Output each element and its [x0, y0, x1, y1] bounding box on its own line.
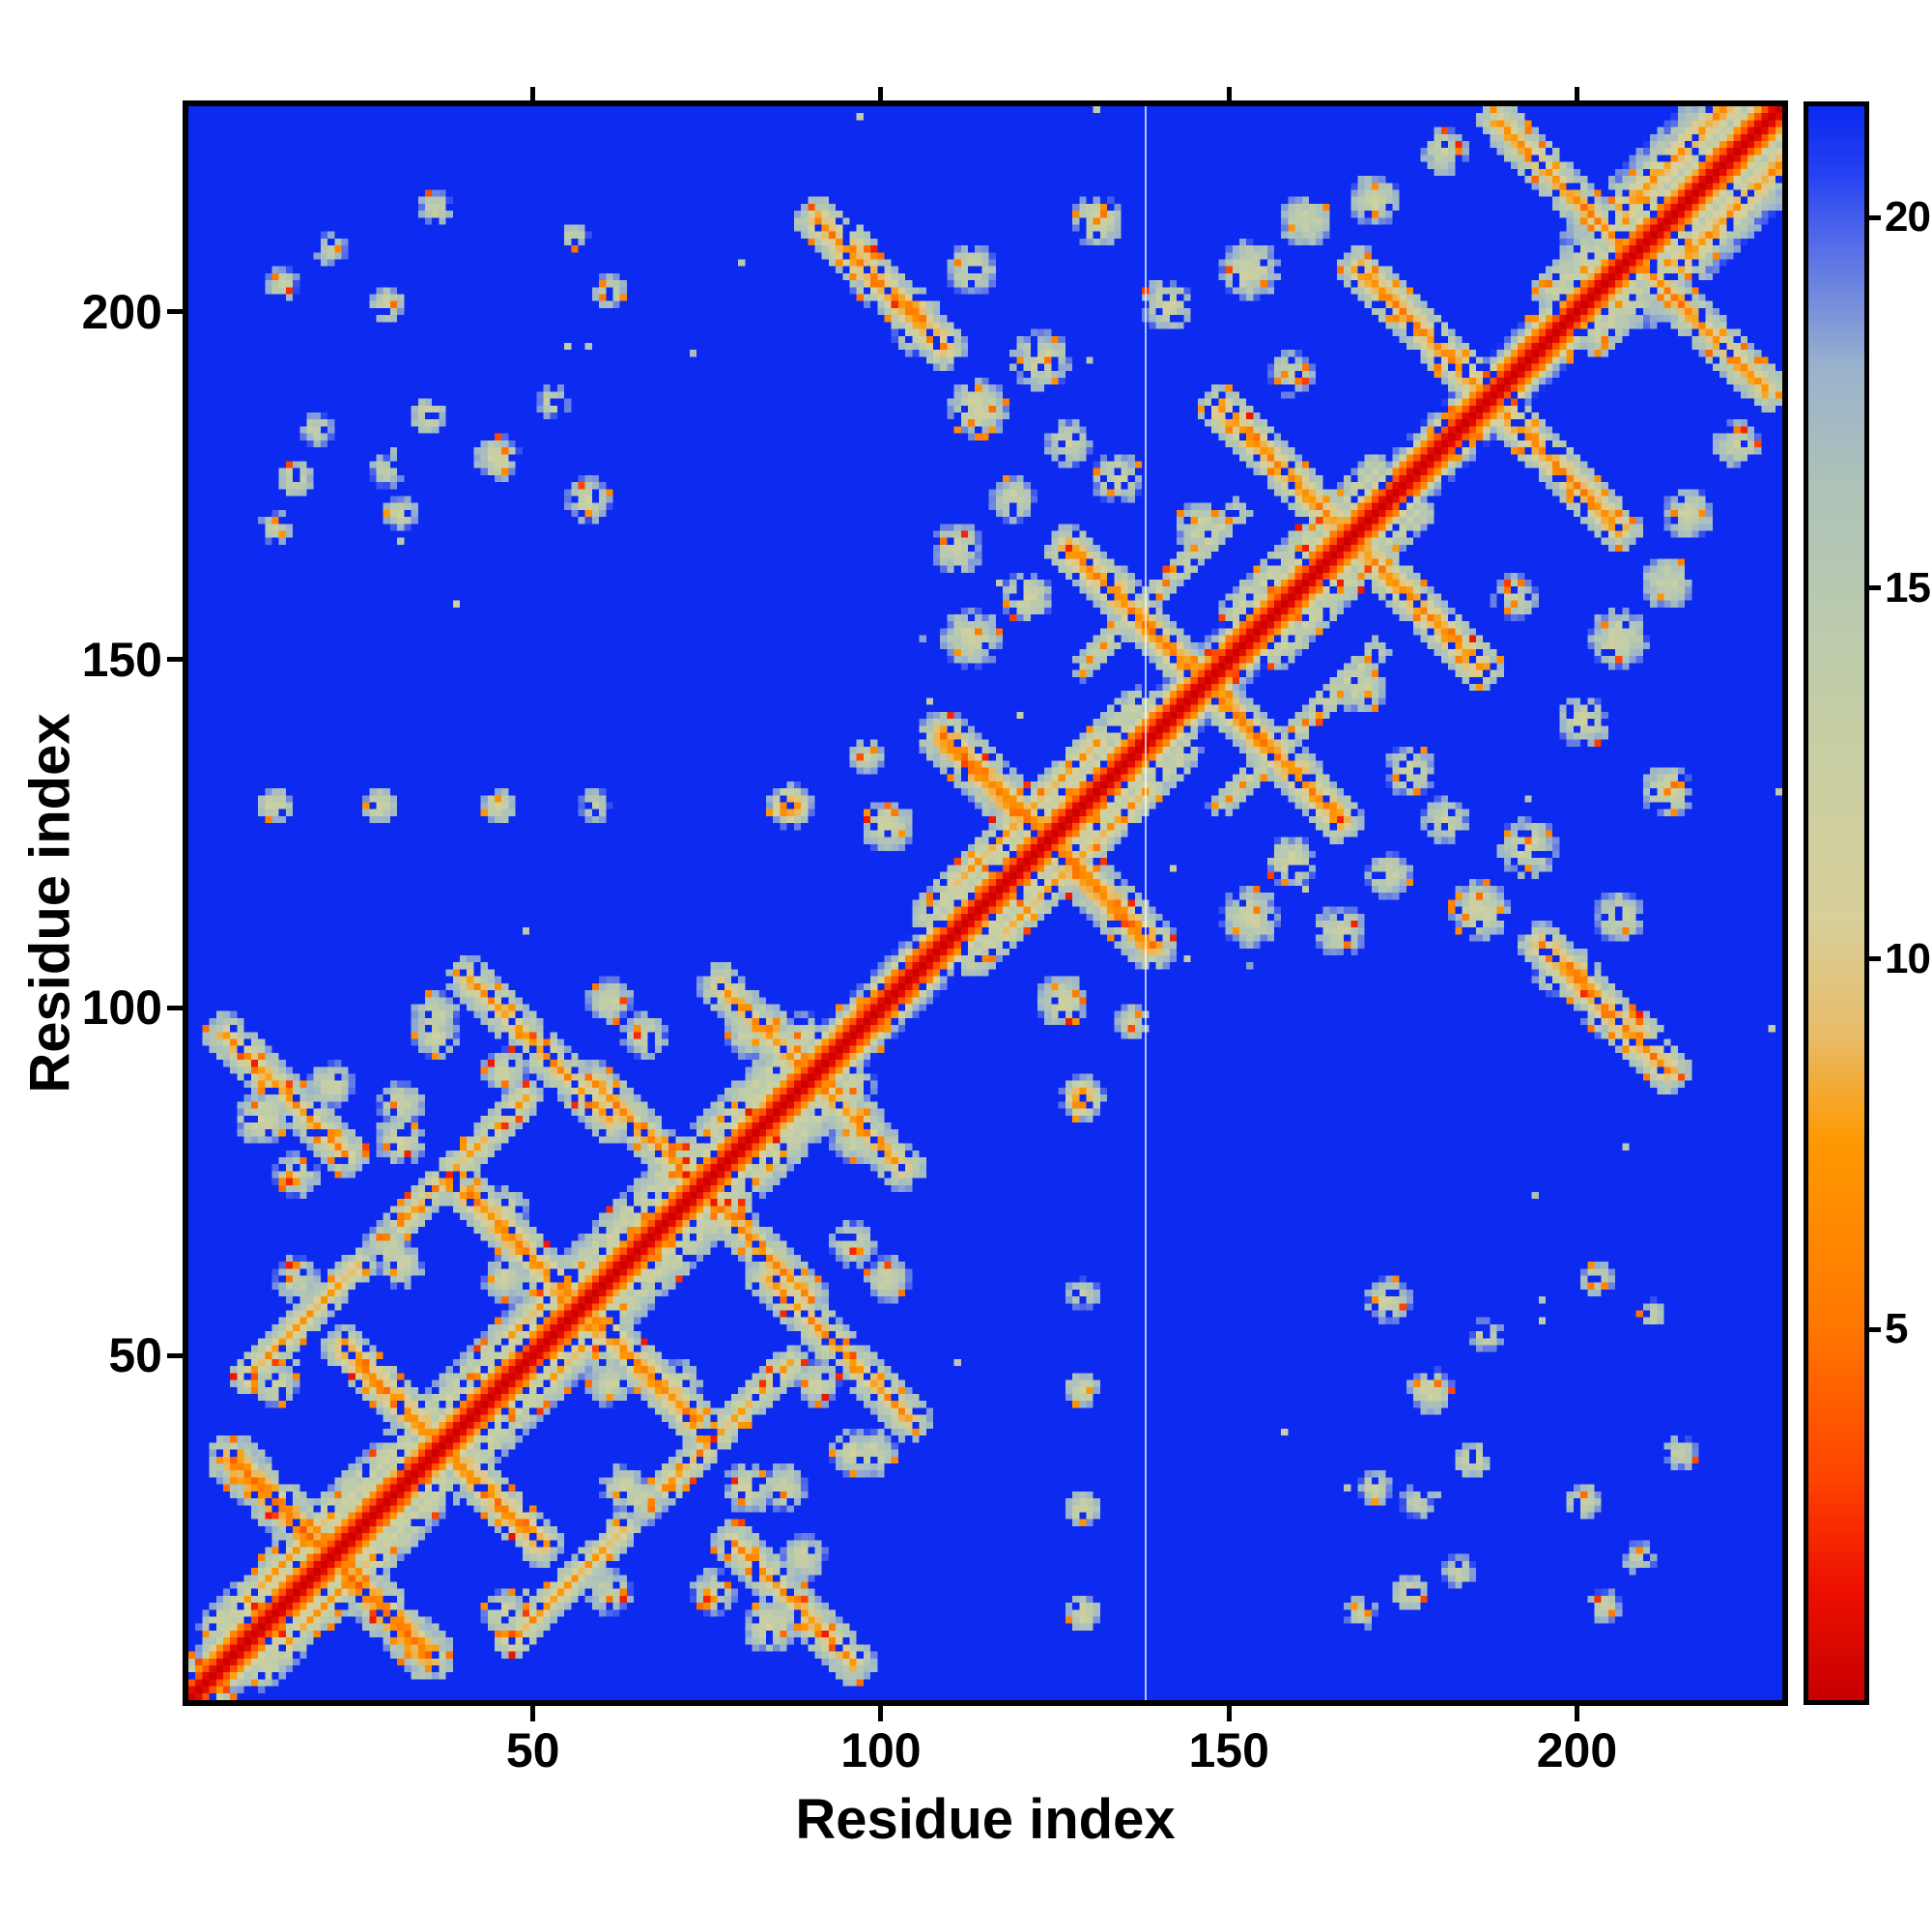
x-tick [1226, 1706, 1232, 1721]
y-axis-title: Residue index [18, 713, 82, 1094]
colorbar-tick [1869, 1326, 1881, 1332]
y-tick-label: 100 [81, 980, 162, 1036]
colorbar-canvas [1808, 106, 1864, 1700]
x-tick [1574, 1706, 1579, 1721]
x-tick-label: 200 [1536, 1723, 1618, 1777]
colorbar-tick-label: 20 [1885, 193, 1931, 242]
colorbar-tick [1869, 585, 1881, 591]
heatmap-frame [183, 100, 1788, 1706]
colorbar-tick [1869, 956, 1881, 962]
y-tick [167, 657, 183, 663]
x-tick-label: 150 [1188, 1723, 1269, 1777]
render-artifact-line [1144, 106, 1147, 1700]
y-tick-label: 150 [81, 632, 162, 687]
y-tick [167, 309, 183, 315]
y-tick [167, 1352, 183, 1358]
y-tick [167, 1005, 183, 1010]
colorbar-tick [1869, 214, 1881, 220]
x-tick-top [530, 87, 536, 100]
colorbar-frame [1804, 101, 1869, 1705]
x-tick [878, 1706, 884, 1721]
x-tick-top [1226, 87, 1232, 100]
y-tick-label: 50 [108, 1328, 162, 1383]
y-tick-label: 200 [81, 284, 162, 339]
colorbar-tick-label: 5 [1885, 1305, 1909, 1353]
heatmap-canvas [188, 106, 1782, 1700]
colorbar-tick-label: 15 [1885, 563, 1931, 611]
x-tick [530, 1706, 536, 1721]
x-tick-top [1574, 87, 1579, 100]
x-tick-label: 50 [505, 1723, 560, 1777]
x-tick-top [878, 87, 884, 100]
x-axis-title: Residue index [795, 1788, 1176, 1851]
colorbar-tick-label: 10 [1885, 934, 1931, 982]
x-tick-label: 100 [840, 1723, 922, 1777]
